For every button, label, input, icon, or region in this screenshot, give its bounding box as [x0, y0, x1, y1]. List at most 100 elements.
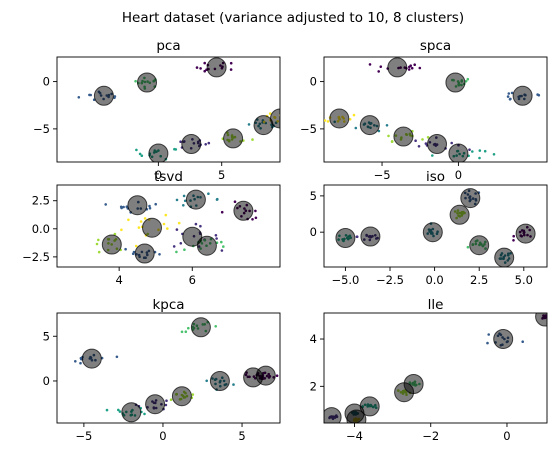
data-point [180, 330, 184, 334]
data-point [483, 149, 487, 153]
cluster-center [148, 143, 169, 162]
data-point [207, 192, 210, 195]
data-point [222, 245, 225, 248]
data-point [426, 136, 430, 139]
x-tick-label: −2 [422, 429, 439, 443]
data-point [413, 63, 417, 66]
data-point [478, 156, 481, 160]
data-point [199, 224, 202, 228]
x-tick-label: 0 [503, 429, 510, 443]
data-point [204, 143, 207, 146]
cluster-center [494, 247, 515, 267]
x-tick-label: 0 [455, 168, 462, 182]
data-point [379, 65, 383, 68]
data-point [280, 118, 283, 121]
data-point [165, 399, 168, 403]
data-point [232, 383, 235, 386]
y-tick-label: 5 [43, 329, 50, 343]
data-point [177, 221, 181, 225]
subplot-spca: spca −5 0 0 −5 [300, 38, 548, 182]
subplot-title: tsvd [154, 169, 183, 185]
data-point [521, 340, 524, 344]
plot-area [74, 317, 279, 423]
x-tick-label: −2.5 [376, 273, 404, 287]
data-point [352, 113, 356, 117]
data-point [450, 141, 454, 145]
data-point [164, 403, 168, 407]
data-point [377, 70, 381, 73]
data-point [414, 139, 417, 142]
cluster-center [422, 222, 443, 243]
data-point [251, 218, 254, 221]
cluster-center [223, 128, 244, 149]
data-point [77, 96, 81, 99]
cluster-center [448, 143, 469, 162]
subplot-pca: pca 0 5 0 −5 [33, 38, 293, 182]
data-point [79, 361, 82, 365]
data-point [169, 398, 173, 402]
y-tick-label: 0.0 [32, 222, 50, 236]
cluster-center [93, 85, 114, 106]
cluster-center [134, 243, 155, 264]
subplot-title: spca [420, 38, 451, 54]
data-point [97, 250, 101, 254]
data-point [417, 145, 421, 148]
x-tick-label: −4 [346, 429, 363, 443]
plot-area [77, 57, 293, 162]
data-point [290, 119, 293, 122]
plot-area [335, 188, 536, 267]
data-point [492, 153, 496, 156]
data-point [203, 61, 206, 65]
data-point [510, 91, 514, 95]
data-point [418, 66, 422, 70]
data-point [216, 197, 219, 201]
data-point [199, 67, 202, 70]
data-point [184, 330, 188, 334]
data-point [220, 249, 224, 252]
data-point [172, 245, 176, 248]
data-point [282, 115, 285, 118]
data-point [88, 93, 91, 97]
data-point [247, 123, 251, 126]
data-point [175, 198, 179, 202]
plot-area [95, 189, 258, 264]
data-point [143, 412, 146, 416]
data-point [424, 142, 428, 145]
data-point [187, 326, 190, 330]
data-point [205, 379, 208, 383]
data-point [118, 410, 122, 413]
data-point [158, 253, 161, 256]
data-point [355, 235, 359, 239]
cluster-center [445, 72, 466, 93]
data-point [138, 152, 142, 156]
data-point [173, 147, 176, 151]
data-point [390, 140, 394, 143]
data-point [183, 248, 186, 251]
data-point [215, 237, 218, 240]
cluster-center [121, 402, 142, 423]
data-point [281, 116, 284, 119]
cluster-center [127, 195, 148, 216]
data-point [119, 205, 123, 209]
data-point [120, 228, 123, 232]
data-point [421, 138, 424, 141]
cluster-center [515, 223, 536, 244]
y-tick-label: −5 [300, 122, 317, 136]
cluster-center [255, 365, 276, 386]
data-point [410, 66, 414, 70]
data-point [537, 93, 541, 97]
plot-area [324, 313, 547, 423]
data-point [268, 112, 272, 115]
y-tick-label: −2.5 [22, 250, 50, 264]
data-point [135, 148, 138, 152]
data-point [140, 154, 144, 157]
cluster-center [427, 134, 447, 154]
data-point [137, 226, 141, 229]
data-point [207, 141, 211, 145]
data-point [182, 194, 186, 198]
x-tick-label: −5 [374, 168, 391, 182]
data-point [179, 140, 182, 143]
subplot-iso: iso −5.0 −2.5 0.0 2.5 5.0 5 0 [310, 169, 548, 287]
data-point [191, 393, 195, 396]
